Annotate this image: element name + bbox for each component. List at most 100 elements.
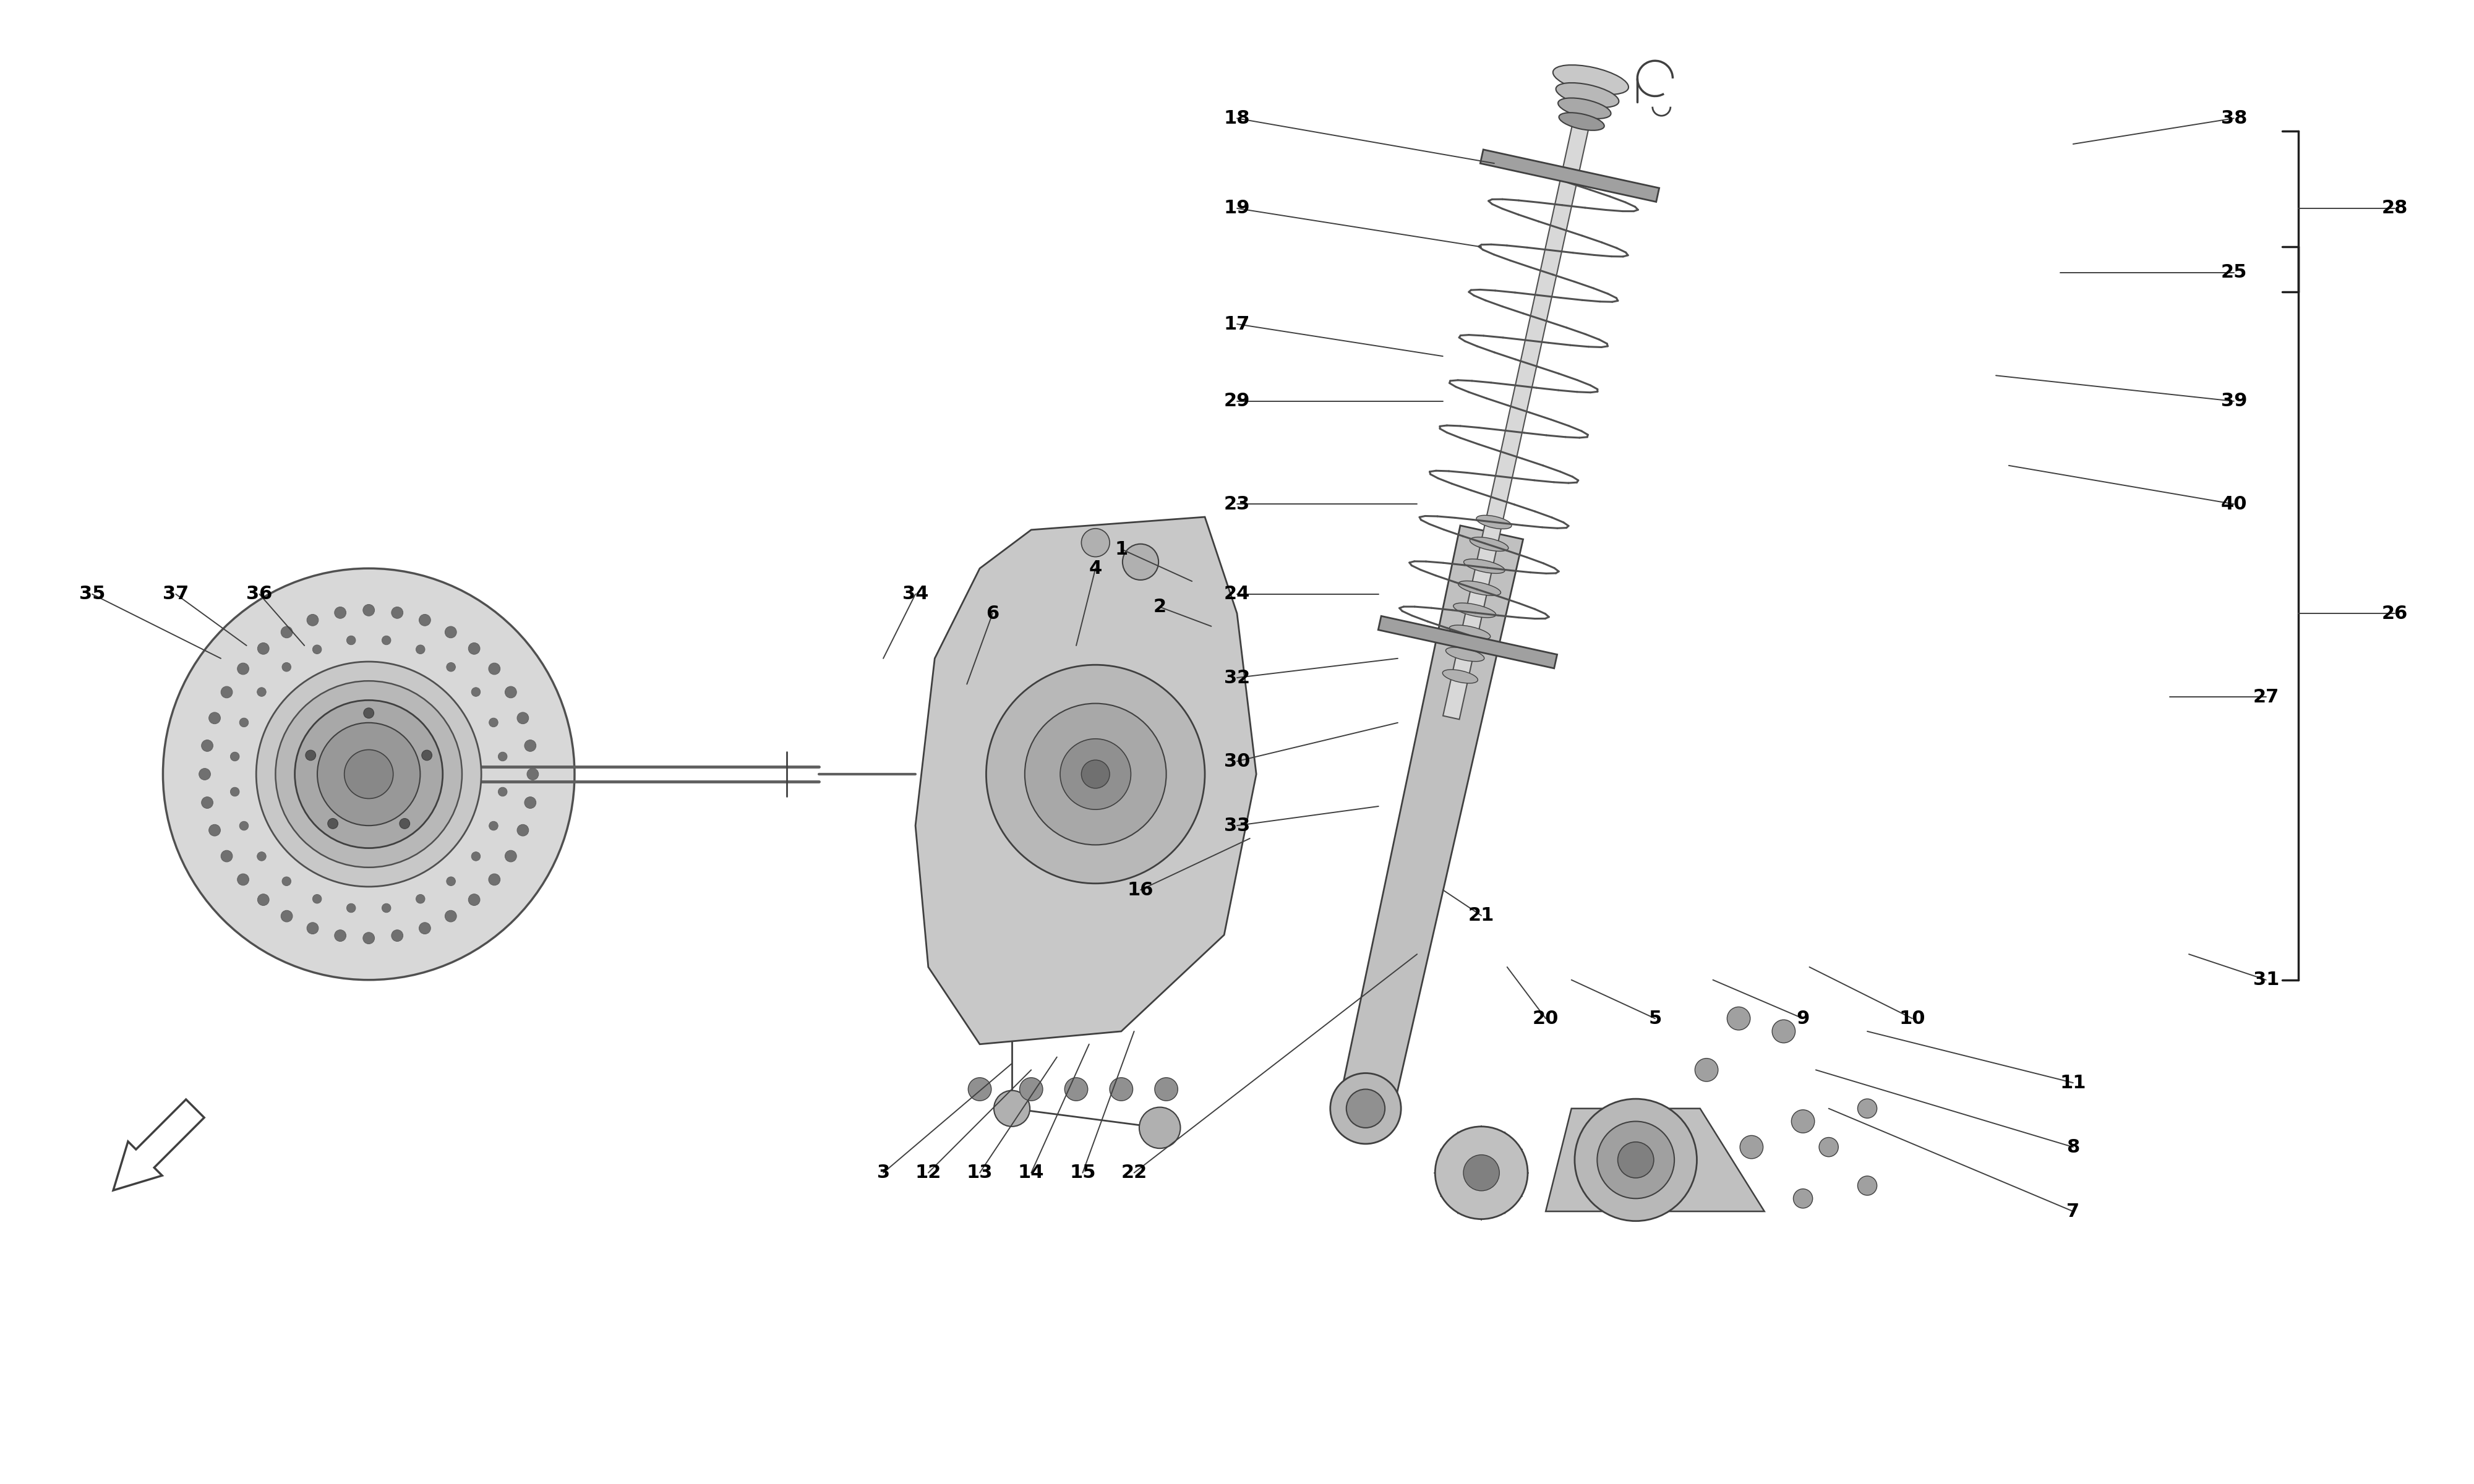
Circle shape bbox=[344, 749, 393, 798]
Text: 5: 5 bbox=[1648, 1009, 1663, 1027]
Circle shape bbox=[1791, 1110, 1813, 1132]
Text: 22: 22 bbox=[1121, 1163, 1148, 1181]
Circle shape bbox=[381, 904, 391, 913]
Text: 4: 4 bbox=[1089, 559, 1101, 577]
Text: 9: 9 bbox=[1796, 1009, 1808, 1027]
Text: 21: 21 bbox=[1467, 907, 1494, 925]
Polygon shape bbox=[1343, 525, 1524, 1094]
Circle shape bbox=[517, 712, 529, 724]
Circle shape bbox=[312, 895, 322, 904]
Circle shape bbox=[208, 712, 220, 724]
Text: 29: 29 bbox=[1225, 392, 1249, 410]
Text: 3: 3 bbox=[876, 1163, 891, 1181]
Ellipse shape bbox=[1450, 625, 1489, 640]
Text: 39: 39 bbox=[2222, 392, 2246, 410]
Circle shape bbox=[1155, 1077, 1178, 1101]
Circle shape bbox=[995, 1091, 1029, 1126]
Circle shape bbox=[490, 718, 497, 727]
Circle shape bbox=[1858, 1098, 1878, 1117]
Circle shape bbox=[240, 821, 247, 831]
Text: 7: 7 bbox=[2066, 1202, 2081, 1220]
Text: 15: 15 bbox=[1069, 1163, 1096, 1181]
Ellipse shape bbox=[1445, 647, 1484, 662]
Circle shape bbox=[1019, 1077, 1042, 1101]
Circle shape bbox=[200, 797, 213, 809]
Circle shape bbox=[238, 874, 250, 886]
Circle shape bbox=[294, 700, 443, 847]
Circle shape bbox=[257, 687, 267, 696]
Circle shape bbox=[257, 893, 270, 905]
Text: 19: 19 bbox=[1225, 199, 1249, 217]
Text: 25: 25 bbox=[2222, 264, 2246, 282]
Text: 13: 13 bbox=[967, 1163, 992, 1181]
Text: 36: 36 bbox=[247, 585, 272, 603]
Ellipse shape bbox=[1477, 515, 1512, 528]
Circle shape bbox=[1598, 1122, 1675, 1199]
Polygon shape bbox=[1479, 150, 1660, 202]
Circle shape bbox=[317, 723, 421, 825]
Circle shape bbox=[257, 852, 267, 861]
Circle shape bbox=[987, 665, 1205, 883]
Text: 32: 32 bbox=[1225, 669, 1249, 687]
Text: 33: 33 bbox=[1225, 816, 1249, 834]
Polygon shape bbox=[915, 516, 1257, 1045]
Circle shape bbox=[416, 646, 426, 654]
Ellipse shape bbox=[1470, 537, 1509, 551]
Circle shape bbox=[468, 893, 480, 905]
Text: 23: 23 bbox=[1225, 496, 1249, 513]
Circle shape bbox=[524, 797, 537, 809]
Circle shape bbox=[1794, 1189, 1813, 1208]
Circle shape bbox=[418, 923, 430, 933]
Text: 26: 26 bbox=[2382, 604, 2407, 622]
Circle shape bbox=[346, 635, 356, 644]
Circle shape bbox=[505, 850, 517, 862]
Circle shape bbox=[1081, 528, 1111, 556]
Circle shape bbox=[346, 904, 356, 913]
Circle shape bbox=[200, 741, 213, 751]
Circle shape bbox=[381, 635, 391, 644]
Circle shape bbox=[304, 749, 317, 760]
Circle shape bbox=[238, 663, 250, 675]
Circle shape bbox=[257, 643, 270, 654]
Circle shape bbox=[391, 607, 403, 619]
Circle shape bbox=[208, 825, 220, 835]
Circle shape bbox=[220, 850, 233, 862]
Circle shape bbox=[1111, 1077, 1133, 1101]
Ellipse shape bbox=[1452, 603, 1497, 617]
Circle shape bbox=[282, 910, 292, 922]
Text: 2: 2 bbox=[1153, 598, 1165, 616]
Circle shape bbox=[1331, 1073, 1400, 1144]
Text: 28: 28 bbox=[2382, 199, 2407, 217]
Ellipse shape bbox=[1559, 113, 1603, 131]
Text: 35: 35 bbox=[79, 585, 106, 603]
Text: 30: 30 bbox=[1225, 752, 1249, 770]
Circle shape bbox=[473, 687, 480, 696]
Ellipse shape bbox=[1465, 559, 1504, 573]
Circle shape bbox=[445, 910, 458, 922]
Text: 1: 1 bbox=[1116, 540, 1128, 558]
Circle shape bbox=[445, 662, 455, 672]
Circle shape bbox=[1138, 1107, 1180, 1149]
Polygon shape bbox=[1442, 79, 1598, 720]
Circle shape bbox=[445, 877, 455, 886]
Circle shape bbox=[220, 687, 233, 697]
Circle shape bbox=[1435, 1126, 1529, 1218]
Text: 8: 8 bbox=[2066, 1138, 2081, 1156]
Text: 16: 16 bbox=[1128, 881, 1153, 899]
Text: 27: 27 bbox=[2254, 689, 2279, 706]
Circle shape bbox=[312, 646, 322, 654]
Ellipse shape bbox=[1559, 98, 1611, 119]
Circle shape bbox=[527, 769, 539, 781]
Circle shape bbox=[1727, 1008, 1749, 1030]
Text: 31: 31 bbox=[2254, 971, 2279, 988]
Circle shape bbox=[1771, 1020, 1796, 1043]
Circle shape bbox=[391, 930, 403, 941]
Circle shape bbox=[334, 930, 346, 941]
Text: 17: 17 bbox=[1225, 315, 1249, 332]
Circle shape bbox=[257, 662, 482, 886]
Circle shape bbox=[1465, 1155, 1499, 1190]
Circle shape bbox=[1123, 545, 1158, 580]
Polygon shape bbox=[1546, 1109, 1764, 1211]
Circle shape bbox=[421, 749, 433, 760]
Text: 38: 38 bbox=[2222, 110, 2246, 128]
